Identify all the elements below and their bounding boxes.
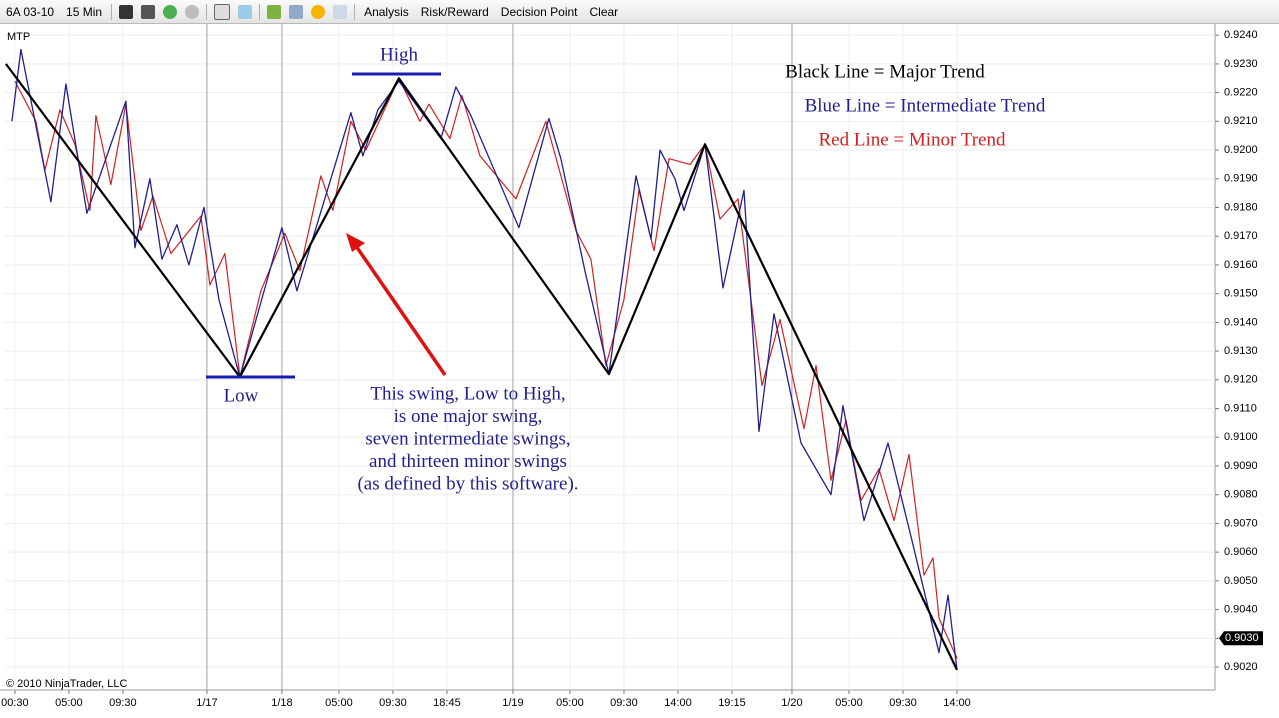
y-tick-label: 0.9220 xyxy=(1224,87,1258,99)
callout-line: This swing, Low to High, xyxy=(370,383,565,404)
legend-entry: Red Line = Minor Trend xyxy=(819,129,1006,150)
bar-type-button[interactable] xyxy=(119,4,134,19)
trend-line xyxy=(11,48,958,670)
copyright: © 2010 NinjaTrader, LLC xyxy=(6,678,127,690)
y-tick-label: 0.9200 xyxy=(1224,144,1258,156)
draw-tool-button[interactable] xyxy=(141,4,156,19)
x-tick-label: 05:00 xyxy=(55,697,83,709)
last-price-box xyxy=(1219,631,1263,646)
arrow-head xyxy=(346,233,365,252)
x-tick-label: 09:30 xyxy=(610,697,638,709)
x-tick-label: 1/17 xyxy=(196,697,217,709)
chart-background xyxy=(0,24,1279,718)
y-tick-label: 0.9070 xyxy=(1224,517,1258,529)
callout-line: (as defined by this software). xyxy=(357,473,578,494)
zoom-out-button[interactable] xyxy=(185,4,200,19)
legend: Black Line = Major Trend Blue Line = Inte… xyxy=(785,61,1046,150)
y-tick-label: 0.9140 xyxy=(1224,316,1258,328)
y-tick-label: 0.9090 xyxy=(1224,460,1258,472)
x-tick-label: 14:00 xyxy=(664,697,692,709)
x-tick-label: 05:00 xyxy=(556,697,584,709)
x-tick-label: 1/20 xyxy=(781,697,802,709)
toolbar: 6A 03-10 15 Min Analysis Risk/Reward Decis… xyxy=(0,0,1279,24)
y-tick-label: 0.9180 xyxy=(1224,201,1258,213)
instrument-selector[interactable]: 6A 03-10 xyxy=(6,4,55,19)
y-tick-label: 0.9210 xyxy=(1224,115,1258,127)
legend-entry: Blue Line = Intermediate Trend xyxy=(805,95,1046,116)
y-tick-label: 0.9130 xyxy=(1224,345,1258,357)
last-price-label: 0.9030 xyxy=(1225,632,1259,644)
zoom-in-button[interactable] xyxy=(163,4,178,19)
x-tick-label: 19:15 xyxy=(718,697,746,709)
high-label: High xyxy=(380,44,419,65)
y-tick-label: 0.9230 xyxy=(1224,58,1258,70)
callout-line: is one major swing, xyxy=(394,406,543,427)
y-tick-label: 0.9040 xyxy=(1224,603,1258,615)
arrow-shaft xyxy=(354,245,447,376)
y-tick-label: 0.9190 xyxy=(1224,173,1258,185)
properties-button[interactable] xyxy=(238,4,253,19)
last-price: 0.9030 xyxy=(1219,631,1263,646)
trend-line xyxy=(5,63,958,671)
menu-item[interactable]: Clear xyxy=(589,4,619,19)
x-axis: 00:30 05:00 09:30 1/17 1/18 05:00 09:30 18:45 1/… xyxy=(1,690,971,709)
x-tick-label: 05:00 xyxy=(325,697,353,709)
x-tick-label: 1/19 xyxy=(502,697,523,709)
panel-label: MTP xyxy=(7,31,30,43)
y-tick-label: 0.9170 xyxy=(1224,230,1258,242)
y-tick-label: 0.9240 xyxy=(1224,29,1258,41)
separator xyxy=(259,3,261,20)
x-tick-label: 09:30 xyxy=(889,697,917,709)
x-tick-label: 14:00 xyxy=(943,697,971,709)
menu-item[interactable]: Analysis xyxy=(364,4,409,19)
y-tick-label: 0.9110 xyxy=(1224,402,1257,414)
menu-item[interactable]: Decision Point xyxy=(500,4,578,19)
y-tick-label: 0.9050 xyxy=(1224,575,1258,587)
y-tick-label: 0.9020 xyxy=(1224,661,1258,673)
separator xyxy=(111,3,113,20)
callout-line: and thirteen minor swings xyxy=(369,451,567,472)
trend-lines xyxy=(5,48,958,671)
y-tick-label: 0.9160 xyxy=(1224,259,1258,271)
y-tick-label: 0.9100 xyxy=(1224,431,1258,443)
separator xyxy=(354,3,356,20)
data-box-button[interactable] xyxy=(333,4,348,19)
low-label: Low xyxy=(224,385,259,406)
indicator-button[interactable] xyxy=(289,4,304,19)
y-axis: 0.9020 0.9030 0.9040 0.9050 0.9060 0.9070 0.90… xyxy=(1215,29,1258,673)
menu-item[interactable]: Risk/Reward xyxy=(420,4,489,19)
trend-line xyxy=(14,77,958,659)
y-tick-label: 0.9150 xyxy=(1224,288,1258,300)
x-tick-label: 1/18 xyxy=(271,697,292,709)
interval-selector[interactable]: 15 Min xyxy=(66,4,103,19)
y-tick-label: 0.9080 xyxy=(1224,489,1258,501)
y-tick-label: 0.9060 xyxy=(1224,546,1258,558)
x-tick-label: 09:30 xyxy=(109,697,137,709)
x-tick-label: 05:00 xyxy=(835,697,863,709)
legend-entry: Black Line = Major Trend xyxy=(785,61,985,82)
callout-line: seven intermediate swings, xyxy=(365,428,570,449)
x-tick-label: 00:30 xyxy=(1,697,29,709)
menu: Analysis Risk/Reward Decision Point Clear xyxy=(358,5,624,19)
callout: This swing, Low to High,is one major swi… xyxy=(357,383,578,494)
cursor-button[interactable] xyxy=(214,3,231,20)
money-button[interactable] xyxy=(311,4,326,19)
x-tick-label: 18:45 xyxy=(433,697,461,709)
y-tick-label: 0.9120 xyxy=(1224,374,1258,386)
x-tick-label: 09:30 xyxy=(379,697,407,709)
strategy-button[interactable] xyxy=(267,4,282,19)
separator xyxy=(206,3,208,20)
callout-arrow xyxy=(346,233,447,376)
